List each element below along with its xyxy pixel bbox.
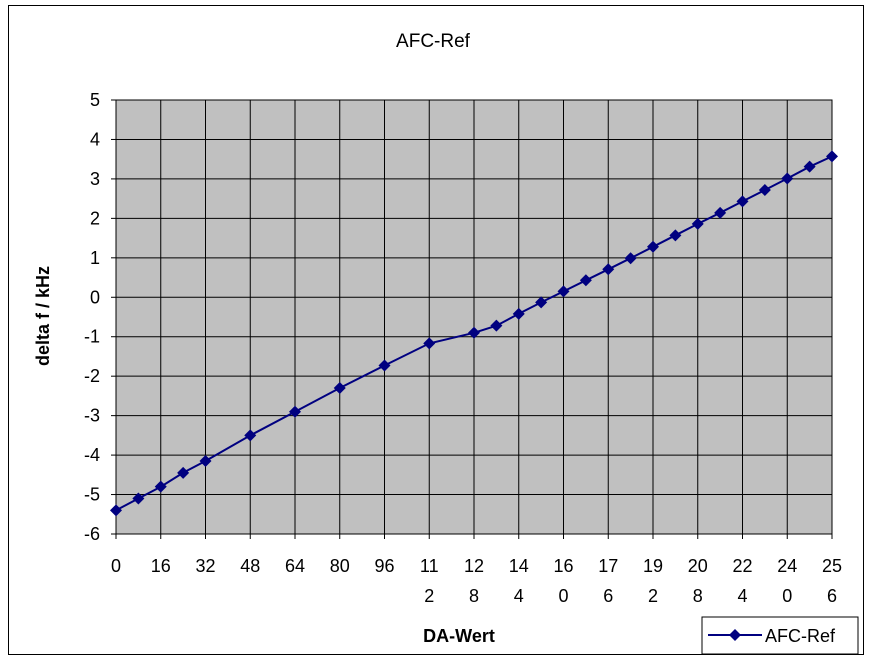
y-tick-label: -2 <box>84 366 100 386</box>
y-tick-label: 3 <box>90 169 100 189</box>
x-tick-label: 11 <box>420 556 439 576</box>
x-tick-label: 24 <box>777 556 797 576</box>
y-tick-label: -3 <box>84 406 100 426</box>
x-tick-label: 0 <box>782 586 792 606</box>
x-tick-label: 25 <box>822 556 842 576</box>
y-tick-label: 0 <box>90 287 100 307</box>
x-tick-label: 48 <box>240 556 260 576</box>
x-tick-label: 22 <box>732 556 752 576</box>
x-tick-label: 2 <box>648 586 658 606</box>
x-tick-label: 6 <box>603 586 613 606</box>
x-tick-label: 6 <box>827 586 837 606</box>
x-tick-label: 96 <box>374 556 394 576</box>
y-tick-label: -6 <box>84 524 100 544</box>
x-tick-label: 4 <box>737 586 747 606</box>
y-tick-label: 2 <box>90 208 100 228</box>
x-tick-label: 14 <box>509 556 529 576</box>
x-tick-label: 32 <box>195 556 215 576</box>
legend-label: AFC-Ref <box>765 626 836 646</box>
y-tick-label: -5 <box>84 485 100 505</box>
x-axis-label: DA-Wert <box>423 626 495 646</box>
y-tick-label: -4 <box>84 445 100 465</box>
y-tick-label: 1 <box>90 248 100 268</box>
x-axis: 0 16 32 48 64 80 96 112128144160176192208224240… <box>111 534 842 606</box>
y-tick-label: -1 <box>84 327 100 347</box>
x-tick-label: 19 <box>643 556 663 576</box>
x-tick-label: 0 <box>558 586 568 606</box>
y-axis-label: delta f / kHz <box>33 266 53 366</box>
x-tick-label: 17 <box>598 556 618 576</box>
x-tick-label: 0 <box>111 556 121 576</box>
x-tick-label: 12 <box>464 556 484 576</box>
x-tick-label: 64 <box>285 556 305 576</box>
x-tick-label: 16 <box>151 556 171 576</box>
x-tick-label: 2 <box>424 586 434 606</box>
x-tick-label: 16 <box>553 556 573 576</box>
y-axis: 5 4 3 2 1 0 -1 -2 -3 -4 -5 -6 <box>84 90 116 544</box>
chart-title: AFC-Ref <box>396 31 471 52</box>
legend: AFC-Ref <box>702 617 858 654</box>
y-tick-label: 4 <box>90 129 100 149</box>
x-tick-label: 80 <box>330 556 350 576</box>
x-tick-label: 20 <box>688 556 708 576</box>
x-tick-label: 4 <box>514 586 524 606</box>
y-tick-label: 5 <box>90 90 100 110</box>
x-tick-label: 8 <box>693 586 703 606</box>
x-tick-label: 8 <box>469 586 479 606</box>
